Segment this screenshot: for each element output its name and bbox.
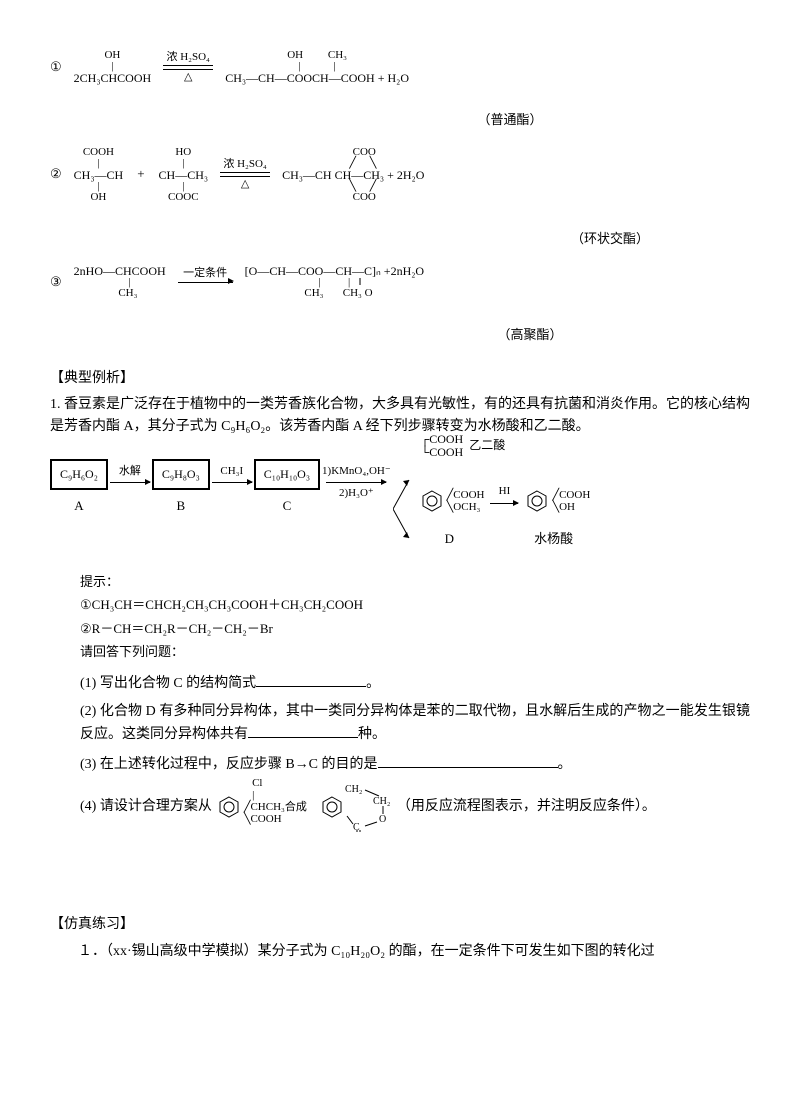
svg-text:CH₂: CH₂ — [373, 796, 390, 807]
r3-lhs: 2nHO—CHCOOH | CH₃ — [74, 265, 166, 299]
r2-rhs: COO ╱ ╲ CH₃—CH CH—CH₃ + 2H₂O ╲ ╱ COO — [282, 147, 424, 203]
branch-bottom: ╱COOH ╲OCH₃ HI ╱COOH ╲OH — [419, 479, 591, 523]
reaction-1-num: ① — [50, 51, 62, 84]
r1-arrow: 浓 H₂SO₄ △ — [163, 52, 213, 83]
r1-label: （普通酯） — [270, 104, 750, 137]
flow-arrow-4: HI — [490, 479, 518, 523]
flow-c: C₁₀H₁₀O₃ C — [254, 459, 320, 517]
blank-q2[interactable] — [248, 723, 358, 738]
compound-d: ╱COOH ╲OCH₃ — [419, 489, 485, 513]
section-1-title: 【典型例析】 — [50, 368, 750, 390]
flow-a: C₉H₆O₂ A — [50, 459, 108, 517]
section-2-para: １．（xx·锡山高级中学模拟）某分子式为 C₁₀H₂₀O₂ 的酯，在一定条件下可… — [50, 941, 750, 963]
r1-lhs: OH | 2CH₃CHCOOH — [74, 50, 152, 84]
r2-plus: + — [137, 158, 144, 191]
r2-arrow: 浓 H₂SO₄ △ — [220, 159, 270, 190]
benzene-icon — [218, 796, 240, 818]
blank-q1[interactable] — [256, 672, 366, 687]
q4-structure-1: Cl | ╱CHCH₃合成 ╲COOH — [216, 789, 307, 825]
q4-structure-2: CH₂ CH₂ O C — [319, 782, 393, 832]
question-2: (2) 化合物 D 有多种同分异构体，其中一类同分异构体是苯的二取代物，且水解后… — [80, 701, 750, 747]
hint-1: ①CH₃CH＝CHCH₂CH₃CH₃COOH＋CH₃CH₂COOH — [80, 593, 750, 616]
flow-b: C₉H₈O₃ B — [152, 459, 210, 517]
flow-arrow-2: CH₃I — [212, 459, 252, 486]
hint-2: ②R－CH＝CH₂R－CH₂－CH₂－Br — [80, 617, 750, 640]
r2-l2: HO | CH—CH₃ | COOC — [159, 147, 209, 203]
reaction-2: ② COOH | CH₃—CH | OH + HO | CH—CH₃ | COO… — [50, 147, 750, 256]
salicylic-acid: ╱COOH ╲OH — [524, 489, 590, 513]
oxalic-label: 乙二酸 — [469, 436, 505, 455]
reaction-1: ① OH | 2CH₃CHCOOH 浓 H₂SO₄ △ OH CH₃ | | C… — [50, 50, 750, 137]
r3-rhs: [O—CH—COO—CH—C]ₙ +2nH₂O | | ‖ CH₃ CH₃ O — [245, 265, 424, 299]
flow-branch: ┌COOH └COOH 乙二酸 ╱COOH ╲OCH₃ HI — [419, 433, 591, 550]
reaction-2-num: ② — [50, 158, 62, 191]
hints-lead: 请回答下列问题： — [80, 640, 750, 663]
r3-label: （高聚酯） — [310, 319, 750, 352]
question-4: (4) 请设计合理方案从 Cl | ╱CHCH₃合成 ╲COOH CH₂ CH₂ — [80, 782, 750, 832]
benzene-icon — [526, 490, 548, 512]
branch-top: ┌COOH └COOH 乙二酸 — [419, 433, 591, 459]
r1-rhs-a: OH CH₃ | | CH₃—CH—COOCH—COOH + H₂O — [225, 50, 409, 84]
lactone-ring-icon: CH₂ CH₂ O C — [343, 782, 393, 832]
question-3: (3) 在上述转化过程中，反应步骤 B→C 的目的是。 — [80, 753, 750, 776]
r2-l1: COOH | CH₃—CH | OH — [74, 147, 124, 203]
benzene-icon — [421, 490, 443, 512]
hints: 提示： ①CH₃CH＝CHCH₂CH₃CH₃COOH＋CH₃CH₂COOH ②R… — [80, 570, 750, 664]
flow-diagram: C₉H₆O₂ A 水解 C₉H₈O₃ B CH₃I C₁₀H₁₀O₃ C 1)K… — [50, 459, 750, 550]
blank-q3[interactable] — [378, 753, 558, 768]
d-label: D — [445, 529, 454, 550]
flow-arrow-1: 水解 — [110, 459, 150, 486]
benzene-icon — [321, 796, 343, 818]
section-2-title: 【仿真练习】 — [50, 914, 750, 936]
question-1: (1) 写出化合物 C 的结构简式。 — [80, 672, 750, 695]
r2-label: （环状交酯） — [470, 223, 750, 256]
hints-title: 提示： — [80, 570, 750, 593]
svg-text:CH₂: CH₂ — [345, 784, 362, 795]
section-1-para: 1. 香豆素是广泛存在于植物中的一类芳香族化合物，大多具有光敏性，有的还具有抗菌… — [50, 394, 750, 439]
svg-text:O: O — [379, 814, 386, 825]
salicylic-label: 水杨酸 — [534, 529, 573, 550]
flow-arrow-3: 1)KMnO₄,OH⁻ 2)H₃O⁺ — [322, 459, 391, 503]
reaction-3: ③ 2nHO—CHCOOH | CH₃ 一定条件 [O—CH—COO—CH—C]… — [50, 265, 750, 352]
reaction-3-num: ③ — [50, 266, 62, 299]
r3-arrow: 一定条件 — [178, 268, 233, 296]
